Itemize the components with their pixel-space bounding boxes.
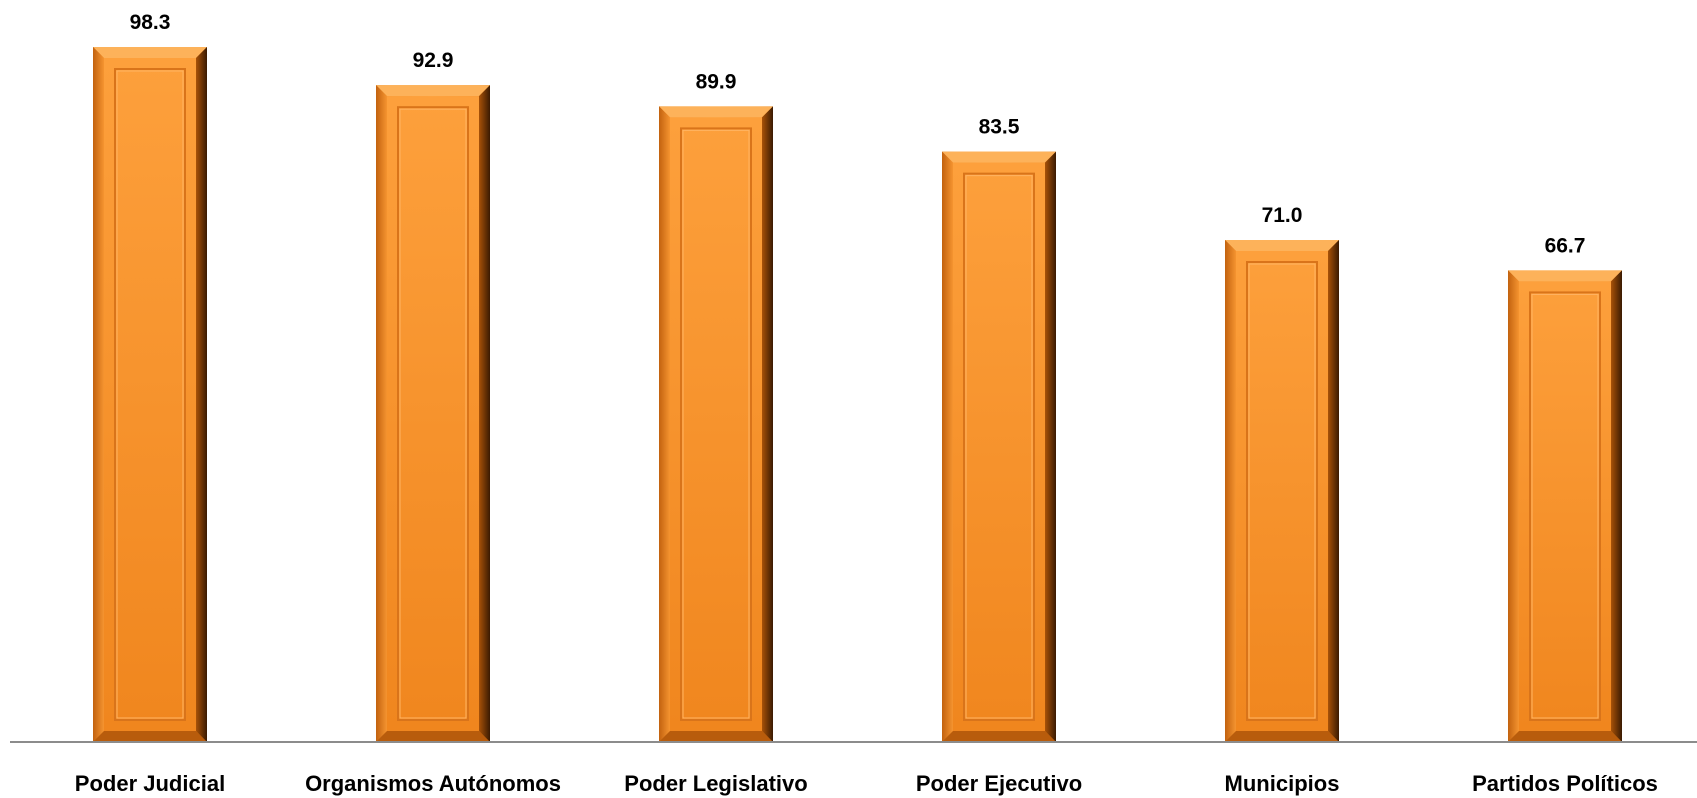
bar-right-bevel (1328, 240, 1339, 742)
bar-bottom-bevel (93, 731, 207, 742)
bar-bottom-bevel (1508, 731, 1622, 742)
category-label: Poder Judicial (75, 771, 225, 796)
category-label: Partidos Políticos (1472, 771, 1658, 796)
bar-inner-highlight (1248, 263, 1316, 719)
bar-inner-highlight (116, 70, 184, 719)
bar-left-bevel (376, 85, 387, 742)
value-label: 66.7 (1545, 234, 1586, 257)
bar-bottom-bevel (659, 731, 773, 742)
category-label: Poder Ejecutivo (916, 771, 1082, 796)
bar-top-bevel (942, 151, 1056, 163)
bar-inner-face (1236, 251, 1328, 731)
bar-top-bevel (659, 106, 773, 118)
bar (659, 106, 773, 742)
bar-inner-highlight (965, 175, 1033, 719)
bar-left-bevel (1225, 240, 1236, 742)
category-label: Poder Legislativo (624, 771, 807, 796)
category-label: Organismos Autónomos (305, 771, 561, 796)
bar (1508, 270, 1622, 742)
bar-top-bevel (1225, 240, 1339, 252)
bar (376, 85, 490, 742)
bar-inner-face (1519, 281, 1611, 731)
bar-inner-face (953, 162, 1045, 731)
bars-group: 98.3 92.9 89.9 83.5 71.0 66.7 (93, 11, 1622, 742)
bar (1225, 240, 1339, 742)
bar-inner-panel (1246, 261, 1318, 721)
bar-right-bevel (1045, 151, 1056, 742)
bar-left-bevel (942, 151, 953, 742)
bar-right-bevel (1611, 270, 1622, 742)
bar-left-bevel (659, 106, 670, 742)
bar-top-bevel (1508, 270, 1622, 282)
bar-bottom-bevel (376, 731, 490, 742)
bar-inner-panel (963, 172, 1035, 721)
bar-right-bevel (762, 106, 773, 742)
value-label: 89.9 (696, 70, 737, 93)
value-label: 92.9 (413, 49, 454, 72)
bar-inner-face (104, 58, 196, 731)
category-label: Municipios (1225, 771, 1340, 796)
bar-top-bevel (376, 85, 490, 97)
bar-inner-panel (680, 127, 752, 721)
bar-inner-highlight (682, 129, 750, 719)
bar-bottom-bevel (1225, 731, 1339, 742)
bar (942, 151, 1056, 742)
bar-inner-highlight (1531, 293, 1599, 719)
bar-inner-panel (114, 68, 186, 721)
value-label: 71.0 (1262, 204, 1303, 227)
value-label: 98.3 (130, 11, 171, 34)
bar-inner-highlight (399, 108, 467, 719)
bar-left-bevel (93, 47, 104, 742)
bar-right-bevel (479, 85, 490, 742)
value-label: 83.5 (979, 116, 1020, 139)
bar-inner-face (387, 96, 479, 731)
category-labels-group: Poder Judicial Organismos Autónomos Poder … (75, 771, 1658, 796)
bar-top-bevel (93, 47, 207, 58)
bar-left-bevel (1508, 270, 1519, 742)
bar-right-bevel (196, 47, 207, 742)
bar-bottom-bevel (942, 731, 1056, 742)
bar-inner-panel (397, 106, 469, 722)
bar-inner-panel (1529, 291, 1601, 721)
bar (93, 47, 207, 742)
bar-inner-face (670, 117, 762, 731)
